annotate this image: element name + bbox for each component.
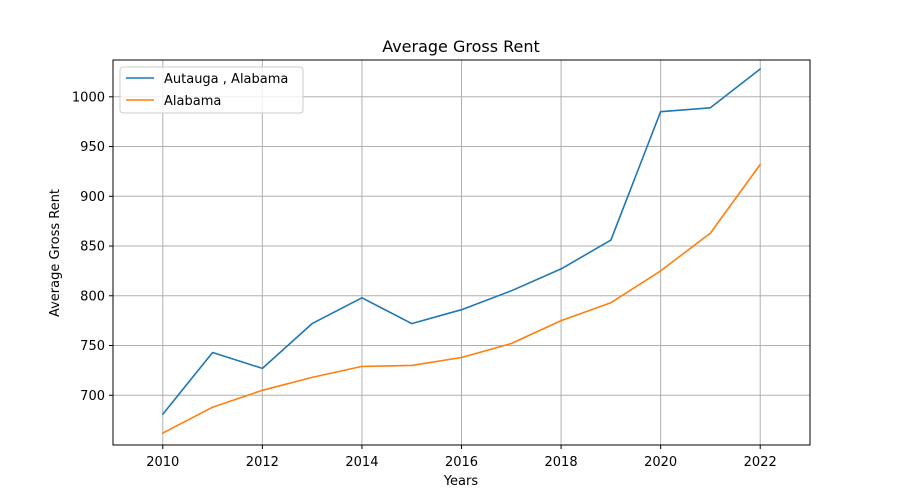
y-tick-label: 950 — [80, 140, 105, 155]
y-tick-label: 900 — [80, 190, 105, 205]
x-tick-label: 2020 — [644, 455, 677, 470]
legend-label: Autauga , Alabama — [164, 72, 288, 87]
legend: Autauga , Alabama Alabama — [119, 66, 304, 114]
y-tick-label: 850 — [80, 240, 105, 255]
series-line-2 — [162, 163, 762, 434]
x-tick-label: 2010 — [146, 455, 179, 470]
y-tick-label: 750 — [80, 339, 105, 354]
series-lines — [162, 68, 762, 434]
y-tick-label: 700 — [80, 389, 105, 404]
x-tick-label: 2022 — [744, 455, 777, 470]
x-tick-label: 2016 — [445, 455, 478, 470]
series-line-1 — [162, 68, 762, 416]
axis-ticks: 2010 2012 2014 2016 2018 2020 2022 700 750 800 850… — [72, 90, 777, 470]
x-tick-label: 2014 — [345, 455, 378, 470]
y-tick-label: 1000 — [72, 90, 105, 105]
y-tick-label: 800 — [80, 289, 105, 304]
legend-box — [119, 66, 304, 114]
x-axis-label: Years — [443, 474, 479, 489]
chart-title: Average Gross Rent — [382, 37, 540, 56]
legend-label: Alabama — [164, 94, 221, 109]
grid-lines — [113, 60, 810, 445]
x-tick-label: 2012 — [246, 455, 279, 470]
x-tick-label: 2018 — [545, 455, 578, 470]
y-axis-label: Average Gross Rent — [48, 189, 63, 317]
